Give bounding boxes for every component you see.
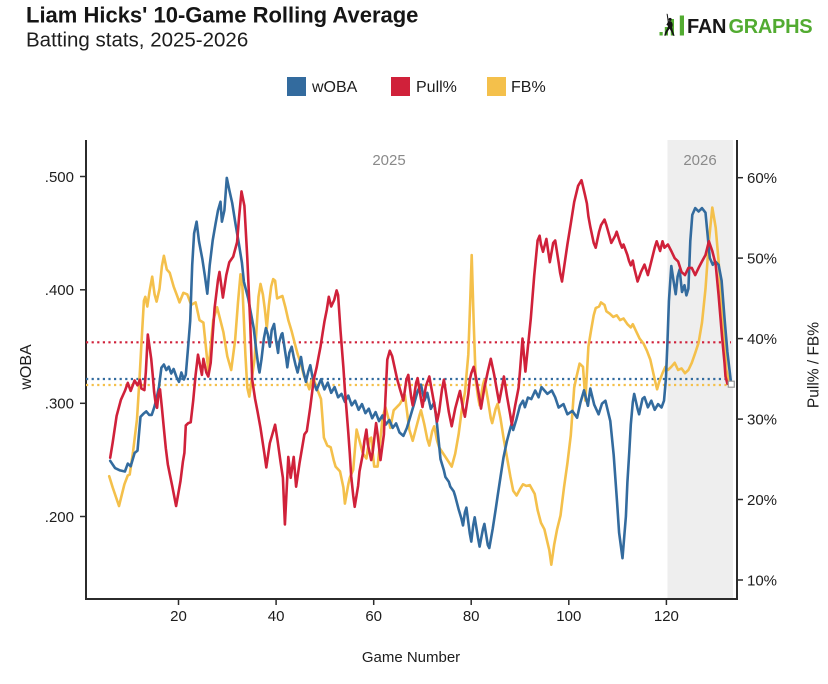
svg-text:20%: 20% (747, 492, 777, 509)
svg-text:.400: .400 (45, 282, 74, 299)
svg-text:2026: 2026 (683, 152, 716, 169)
svg-text:50%: 50% (747, 251, 777, 268)
svg-text:GRAPHS: GRAPHS (729, 16, 813, 38)
svg-text:FB%: FB% (511, 79, 546, 96)
svg-text:2025: 2025 (372, 152, 405, 169)
svg-text:Pull% / FB%: Pull% / FB% (806, 322, 823, 408)
svg-text:Liam Hicks' 10-Game Rolling Av: Liam Hicks' 10-Game Rolling Average (26, 3, 418, 28)
svg-text:40%: 40% (747, 331, 777, 348)
svg-text:Pull%: Pull% (416, 79, 457, 96)
svg-text:Batting stats, 2025-2026: Batting stats, 2025-2026 (26, 29, 248, 52)
svg-text:20: 20 (170, 608, 187, 625)
svg-text:60: 60 (365, 608, 382, 625)
svg-text:Game Number: Game Number (362, 649, 460, 666)
svg-text:80: 80 (463, 608, 480, 625)
svg-text:60%: 60% (747, 170, 777, 187)
svg-text:wOBA: wOBA (311, 79, 358, 96)
svg-text:FAN: FAN (687, 16, 726, 38)
svg-text:.300: .300 (45, 396, 74, 413)
svg-text:.500: .500 (45, 169, 74, 186)
svg-text:wOBA: wOBA (18, 344, 35, 391)
svg-text:.200: .200 (45, 509, 74, 526)
svg-text:100: 100 (556, 608, 581, 625)
svg-text:120: 120 (654, 608, 679, 625)
svg-text:30%: 30% (747, 411, 777, 428)
svg-text:40: 40 (268, 608, 285, 625)
svg-text:10%: 10% (747, 572, 777, 589)
